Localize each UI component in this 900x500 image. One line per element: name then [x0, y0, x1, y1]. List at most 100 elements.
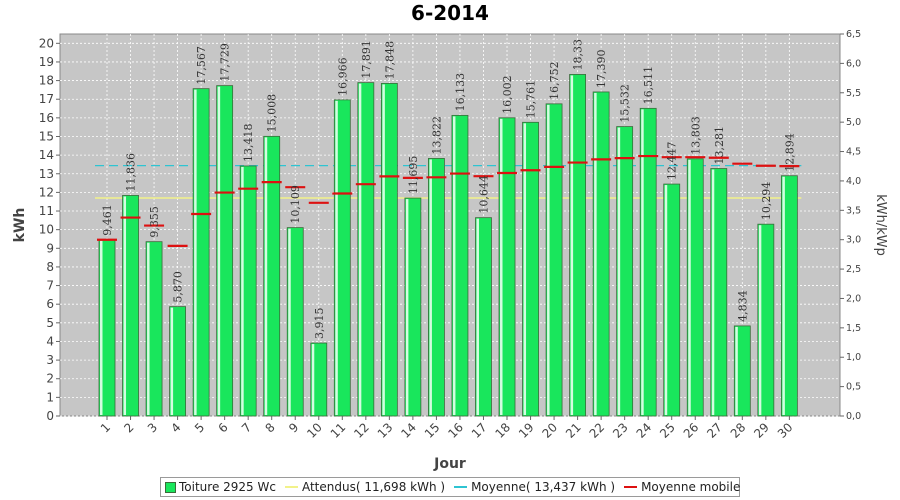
bar-series [98, 74, 798, 417]
y-tick-label: 7 [46, 279, 54, 293]
data-label: 17,848 [383, 41, 396, 80]
y-right-tick-label: 2,0 [846, 293, 861, 304]
legend-swatch-mobile [624, 486, 638, 488]
data-label: 4,834 [736, 290, 749, 322]
x-tick-label: 9 [286, 420, 301, 435]
bar-highlight [782, 176, 785, 415]
moving-average-series [97, 154, 800, 247]
x-axis: 1 2 3 4 5 6 7 8 9 10 11 12 13 14 15 16 17 18 19 20 21 22 23 24 2… [98, 416, 795, 441]
x-tick-label: 21 [563, 420, 584, 441]
x-tick-label: 1 [98, 420, 113, 435]
x-tick-label: 4 [168, 420, 183, 435]
data-label: 3,915 [313, 308, 326, 340]
chart-title: 6-2014 [411, 1, 489, 25]
data-label: 17,567 [195, 46, 208, 85]
y-axis-right: 0,0 0,5 1,0 1,5 2,0 2,5 3,0 3,5 4,0 4,5 5,0 5,5 6,0 6… [840, 29, 861, 422]
data-label: 13,418 [242, 123, 255, 162]
plot-area [59, 33, 841, 417]
legend-item-moyenne: Moyenne( 13,437 kWh ) [454, 480, 615, 494]
legend-label-mobile: Moyenne mobile [641, 480, 741, 494]
bar-highlight [688, 159, 691, 415]
x-tick-label: 23 [610, 420, 631, 441]
y-tick-label: 17 [39, 92, 54, 106]
x-tick-label: 8 [263, 420, 278, 435]
y-axis-right-title: kWh/kWp [873, 194, 888, 256]
y-tick-label: 11 [39, 204, 54, 218]
bar-highlight [194, 89, 197, 415]
y-right-tick-label: 4,0 [846, 176, 861, 187]
bar-highlight [758, 225, 762, 415]
data-label: 12,447 [666, 142, 679, 181]
x-tick-label: 26 [681, 420, 702, 441]
y-tick-label: 5 [46, 316, 54, 330]
x-tick-label: 5 [192, 420, 207, 435]
y-right-tick-label: 4,5 [846, 147, 861, 158]
data-label: 13,803 [689, 116, 702, 155]
bar-highlight [241, 166, 244, 415]
y-tick-label: 12 [39, 185, 54, 199]
legend-label-attendus: Attendus( 11,698 kWh ) [301, 480, 446, 494]
y-tick-label: 18 [39, 74, 54, 88]
y-tick-label: 4 [46, 334, 54, 348]
x-tick-label: 10 [304, 420, 325, 441]
legend-swatch-moyenne [454, 486, 468, 488]
x-tick-label: 15 [422, 420, 443, 441]
data-label: 17,729 [219, 43, 232, 82]
y-right-tick-label: 1,5 [846, 323, 861, 334]
x-axis-title: Jour [433, 456, 466, 472]
x-tick-label: 12 [351, 420, 372, 441]
y-right-tick-label: 0,5 [846, 382, 861, 393]
y-tick-label: 0 [46, 409, 54, 423]
x-tick-label: 27 [704, 420, 725, 441]
x-tick-label: 22 [587, 420, 608, 441]
x-tick-label: 7 [239, 420, 254, 435]
data-label: 17,390 [595, 49, 608, 88]
bar-highlight [405, 199, 409, 415]
y-tick-label: 15 [39, 129, 54, 143]
bar-highlight [311, 344, 315, 415]
data-label: 10,109 [289, 185, 302, 224]
legend-label-bars: Toiture 2925 Wc [179, 480, 276, 494]
bar-highlight [523, 123, 527, 415]
x-tick-label: 6 [215, 420, 230, 435]
y-right-tick-label: 2,5 [846, 264, 861, 275]
bar-highlight [382, 84, 385, 415]
bar-highlight [335, 100, 338, 415]
x-tick-label: 16 [445, 420, 466, 441]
data-label: 15,532 [619, 84, 632, 123]
bar-highlight [100, 240, 103, 415]
bar-highlight [288, 228, 291, 415]
bar-highlight [358, 83, 362, 415]
bar-highlight [735, 326, 738, 415]
y-tick-label: 13 [39, 167, 54, 181]
y-right-tick-label: 3,5 [846, 205, 861, 216]
legend-swatch-bars [165, 481, 176, 493]
y-tick-label: 20 [39, 36, 54, 50]
bar-highlight [641, 109, 644, 416]
bar-highlight [594, 92, 597, 415]
data-labels: 9,461 11,836 9,355 5,870 17,567 17,729 13,418 1… [101, 39, 796, 339]
y-tick-label: 2 [46, 372, 54, 386]
data-label: 16,511 [642, 66, 655, 105]
legend: Toiture 2925 Wc Attendus( 11,698 kWh ) M… [160, 477, 740, 497]
y-tick-label: 19 [39, 55, 54, 69]
x-tick-label: 28 [728, 420, 749, 441]
x-tick-label: 14 [398, 420, 419, 441]
bar-highlight [429, 159, 432, 415]
bar-highlight [217, 86, 221, 415]
data-label: 9,355 [148, 206, 161, 238]
y-tick-label: 3 [46, 353, 54, 367]
data-label: 13,281 [713, 126, 726, 165]
y-axis-title: kWh [12, 208, 28, 243]
bar-highlight [123, 196, 127, 415]
bar-highlight [547, 104, 550, 415]
bar-highlight [617, 127, 621, 416]
data-label: 15,008 [266, 94, 279, 133]
bar-highlight [500, 118, 503, 415]
bar-highlight [147, 242, 150, 415]
data-label: 12,894 [783, 133, 796, 172]
x-tick-label: 24 [634, 420, 655, 441]
x-tick-label: 17 [469, 420, 490, 441]
